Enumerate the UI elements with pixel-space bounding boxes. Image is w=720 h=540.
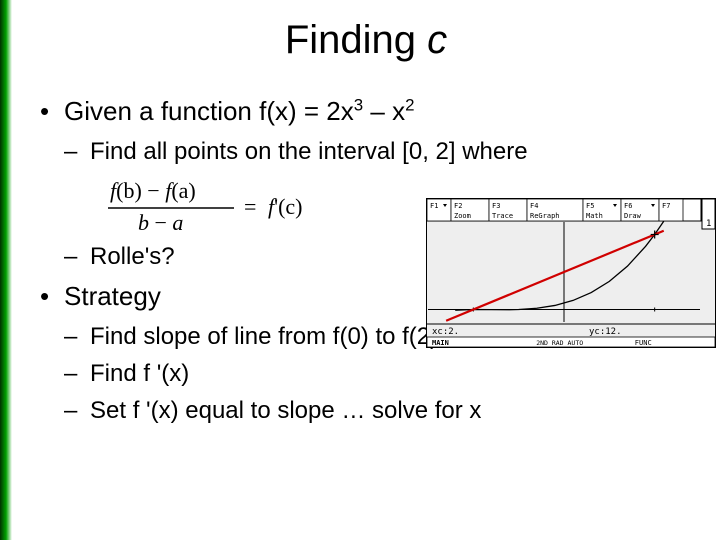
s3-text: Set f '(x) equal to slope … solve for x: [90, 397, 481, 424]
bullet-find-points: Find all points on the interval [0, 2] w…: [64, 133, 700, 170]
svg-text:yc:12.: yc:12.: [589, 327, 622, 337]
formula-svg: f(b) − f(a) b − a = f'(c): [104, 176, 364, 240]
svg-text:F5: F5: [586, 202, 594, 210]
slide-left-border: [0, 0, 12, 540]
svg-text:b − a: b − a: [138, 210, 183, 235]
svg-text:Zoom: Zoom: [454, 212, 471, 220]
exp-2: 2: [405, 95, 414, 114]
slide-body: Finding c Given a function f(x) = 2x3 – …: [12, 0, 720, 540]
find-points-text: Find all points on the interval [0, 2] w…: [90, 138, 528, 165]
rolle-text: Rolle's?: [90, 243, 175, 270]
svg-text:f'(c): f'(c): [268, 194, 303, 219]
strategy-text: Strategy: [64, 281, 161, 311]
given-text-mid: – x: [363, 96, 405, 126]
svg-text:xc:2.: xc:2.: [432, 327, 459, 337]
svg-text:F4: F4: [530, 202, 538, 210]
svg-text:ReGraph: ReGraph: [530, 212, 560, 220]
svg-text:Draw: Draw: [624, 212, 642, 220]
calculator-screenshot: F1 F2 Zoom F3 Trace F4 ReGraph F5 Math F6 Draw F7 1 x…: [426, 198, 716, 348]
slide-title: Finding c: [12, 18, 720, 63]
title-prefix: Finding: [285, 18, 427, 62]
bullet-given: Given a function f(x) = 2x3 – x2: [40, 91, 700, 131]
given-text-pre: Given a function f(x) = 2x: [64, 96, 354, 126]
svg-text:FUNC: FUNC: [635, 339, 652, 347]
svg-text:2ND RAD AUTO: 2ND RAD AUTO: [536, 339, 583, 347]
s2-text: Find f '(x): [90, 360, 189, 387]
s1-text: Find slope of line from f(0) to f(2): [90, 323, 438, 350]
svg-text:Math: Math: [586, 212, 603, 220]
svg-text:1: 1: [706, 219, 711, 229]
svg-text:Trace: Trace: [492, 212, 513, 220]
exp-3: 3: [354, 95, 363, 114]
svg-text:=: =: [244, 194, 256, 219]
bullet-s2: Find f '(x): [64, 355, 700, 392]
svg-text:F1: F1: [430, 202, 438, 210]
calculator-svg: F1 F2 Zoom F3 Trace F4 ReGraph F5 Math F6 Draw F7 1 x…: [426, 198, 716, 348]
svg-text:F7: F7: [662, 202, 670, 210]
svg-text:f(b) − f(a): f(b) − f(a): [110, 178, 196, 203]
bullet-s3: Set f '(x) equal to slope … solve for x: [64, 392, 700, 429]
svg-text:F6: F6: [624, 202, 632, 210]
svg-text:MAIN: MAIN: [432, 339, 449, 347]
svg-text:F2: F2: [454, 202, 462, 210]
title-variable: c: [427, 18, 447, 62]
svg-text:F3: F3: [492, 202, 500, 210]
